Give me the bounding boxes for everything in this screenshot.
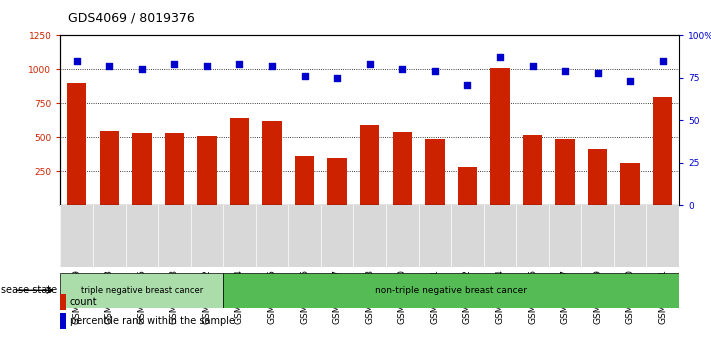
Bar bbox=[490, 68, 510, 205]
Point bbox=[461, 82, 473, 87]
Point bbox=[560, 68, 571, 74]
Point bbox=[299, 73, 310, 79]
Text: disease state: disease state bbox=[0, 285, 57, 295]
Text: count: count bbox=[70, 297, 97, 307]
Point bbox=[267, 63, 278, 69]
Bar bbox=[458, 167, 477, 205]
Bar bbox=[392, 132, 412, 205]
Bar bbox=[588, 149, 607, 205]
Point bbox=[331, 75, 343, 81]
Text: non-triple negative breast cancer: non-triple negative breast cancer bbox=[375, 286, 527, 295]
Bar bbox=[555, 139, 574, 205]
Point bbox=[624, 79, 636, 84]
Text: percentile rank within the sample: percentile rank within the sample bbox=[70, 316, 235, 326]
Bar bbox=[230, 118, 250, 205]
Bar bbox=[523, 135, 542, 205]
Point bbox=[527, 63, 538, 69]
Bar bbox=[262, 121, 282, 205]
Bar bbox=[327, 158, 347, 205]
Bar bbox=[425, 139, 444, 205]
Point bbox=[234, 62, 245, 67]
Point bbox=[169, 62, 180, 67]
Point bbox=[201, 63, 213, 69]
Point bbox=[494, 55, 506, 60]
Point bbox=[136, 67, 147, 72]
Bar bbox=[621, 162, 640, 205]
Point bbox=[397, 67, 408, 72]
Point bbox=[104, 63, 115, 69]
Bar bbox=[295, 156, 314, 205]
Point bbox=[71, 58, 82, 64]
Bar bbox=[67, 83, 87, 205]
Bar bbox=[223, 273, 679, 308]
Text: triple negative breast cancer: triple negative breast cancer bbox=[81, 286, 203, 295]
Point bbox=[657, 58, 668, 64]
Bar bbox=[653, 97, 673, 205]
Bar bbox=[360, 125, 380, 205]
Bar bbox=[100, 131, 119, 205]
Text: GDS4069 / 8019376: GDS4069 / 8019376 bbox=[68, 12, 194, 25]
Bar bbox=[132, 133, 151, 205]
Point bbox=[429, 68, 441, 74]
Bar bbox=[60, 273, 223, 308]
Point bbox=[592, 70, 604, 76]
Bar bbox=[165, 133, 184, 205]
Point bbox=[364, 62, 375, 67]
Bar bbox=[197, 136, 217, 205]
